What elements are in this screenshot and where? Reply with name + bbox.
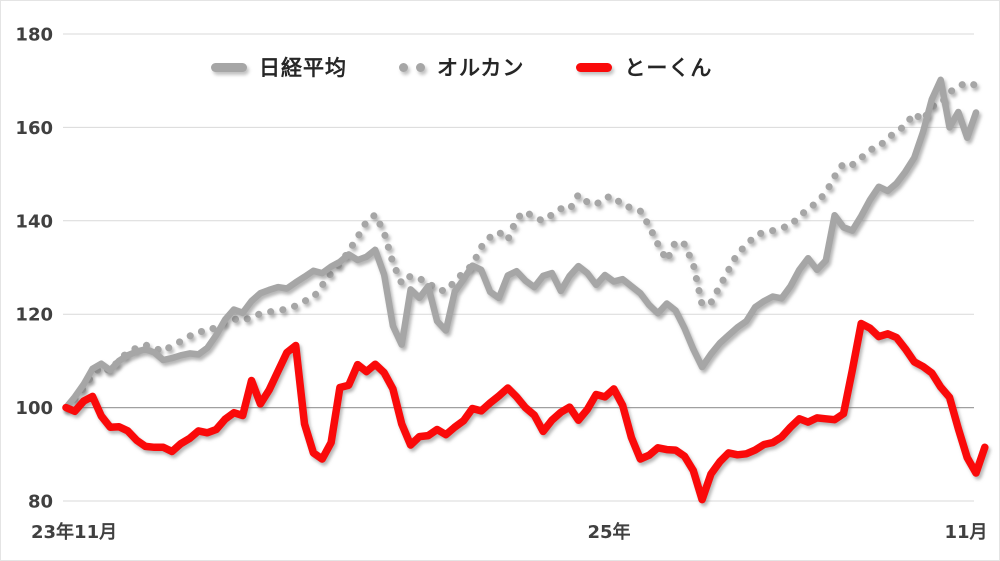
y-tick-100: 100 <box>15 398 53 419</box>
legend-label-nikkei: 日経平均 <box>259 56 347 80</box>
x-label-start: 23年11月 <box>31 521 117 543</box>
legend-item-orukan: オルカン <box>399 52 524 82</box>
legend-label-tokun: とーくん <box>624 56 713 80</box>
y-tick-160: 160 <box>15 118 53 139</box>
nikkei-line-swatch-icon <box>211 62 247 72</box>
y-tick-140: 140 <box>15 211 53 232</box>
series-line-0-solid <box>62 76 980 411</box>
y-tick-180: 180 <box>15 25 53 46</box>
legend-label-orukan: オルカン <box>437 56 525 80</box>
x-label-middle: 25年 <box>587 521 630 543</box>
legend-item-nikkei: 日経平均 <box>211 52 347 82</box>
x-label-end: 11月 <box>944 522 987 543</box>
y-tick-120: 120 <box>15 305 53 326</box>
dot-icon <box>399 62 408 72</box>
y-tick-80: 80 <box>28 492 53 513</box>
chart-legend: 日経平均 オルカン とーくん <box>211 51 811 83</box>
tokun-line-swatch-icon <box>576 62 613 72</box>
series-line-2-solid <box>62 319 989 504</box>
orukan-dots-swatch-icon <box>399 62 425 72</box>
legend-item-tokun: とーくん <box>576 52 712 82</box>
series-line-1-dotted <box>62 79 980 412</box>
dot-icon <box>416 62 425 72</box>
